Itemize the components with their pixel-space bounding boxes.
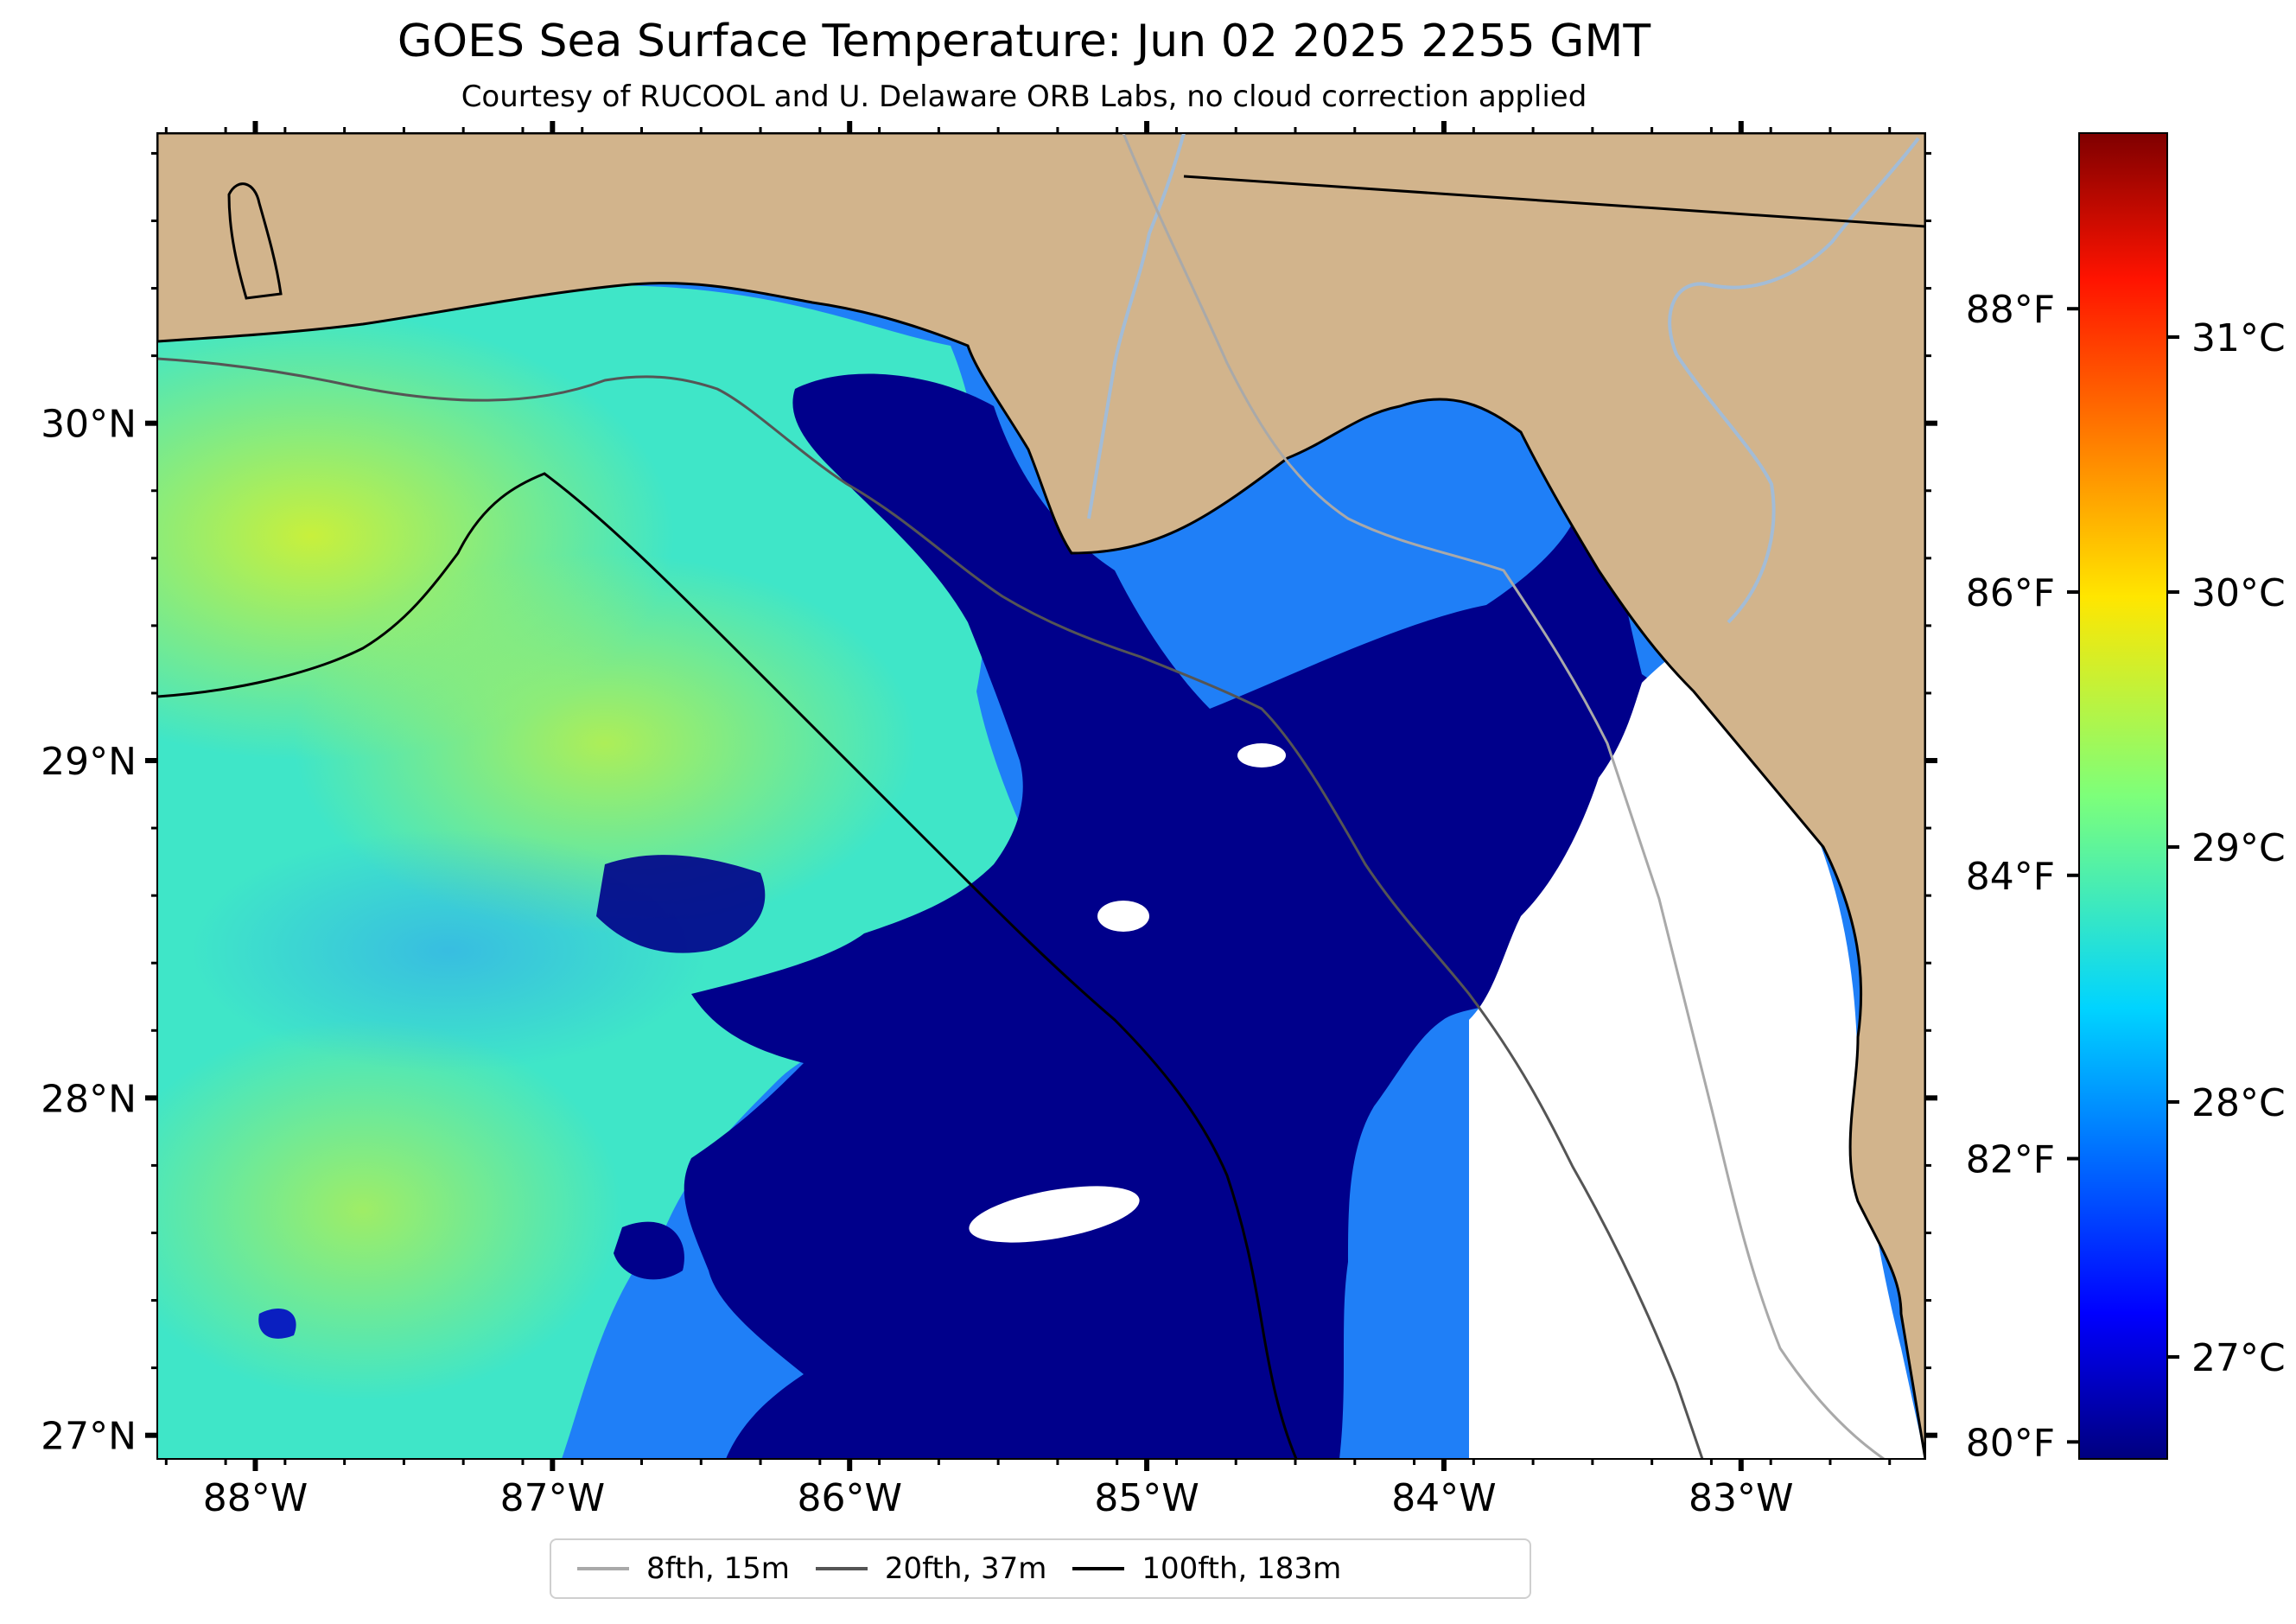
contour-100fth — [157, 472, 1298, 1459]
warm-patch-south — [157, 1020, 622, 1400]
colorbar-fahrenheit-label: 88°F — [1966, 288, 2055, 332]
lon-tick-label: 84°W — [1391, 1476, 1497, 1520]
land-mobile-bay-shore — [227, 182, 283, 300]
longitude-axis: 88°W 87°W 86°W 85°W 84°W 83°W — [203, 121, 1794, 1520]
lon-tick-label: 86°W — [797, 1476, 902, 1520]
map-subtitle: Courtesy of RUCOOL and U. Delaware ORB L… — [461, 80, 1587, 114]
colorbar-celsius-label: 31°C — [2191, 316, 2286, 360]
legend-item-20fth: 20fth, 37m — [815, 1551, 1047, 1586]
river-apalachicola — [1087, 133, 1186, 519]
river-suwannee — [1668, 137, 1920, 624]
plot-frame — [156, 132, 1926, 1460]
lon-tick-label: 85°W — [1094, 1476, 1199, 1520]
colorbar-fahrenheit-label: 86°F — [1966, 571, 2055, 615]
lon-tick-label: 83°W — [1689, 1476, 1794, 1520]
legend-label: 8fth, 15m — [646, 1551, 790, 1586]
legend-item-8fth: 8fth, 15m — [577, 1551, 790, 1586]
legend-label: 20fth, 37m — [884, 1551, 1047, 1586]
land-florida — [157, 133, 1925, 1459]
colorbar-celsius-label: 29°C — [2191, 826, 2286, 870]
lat-tick-label: 27°N — [41, 1415, 137, 1459]
contour-8fth — [1122, 133, 1885, 1459]
sst-cold-spot — [258, 1309, 296, 1339]
cool-patch-west — [190, 830, 709, 1072]
colorbar-celsius-label: 28°C — [2191, 1081, 2286, 1125]
no-data-spot-b — [969, 1186, 1140, 1243]
colorbar — [2078, 132, 2168, 1460]
lon-tick-label: 87°W — [500, 1476, 606, 1520]
no-data-region — [1469, 631, 1925, 1459]
colorbar-fahrenheit-label: 80°F — [1966, 1421, 2055, 1465]
contour-20fth — [157, 357, 1704, 1459]
legend-swatch — [1072, 1567, 1125, 1570]
colorbar-celsius-label: 30°C — [2191, 571, 2286, 615]
map-field — [157, 133, 1925, 1459]
sst-cold-eddy — [614, 1221, 684, 1280]
lon-tick-label: 88°W — [203, 1476, 308, 1520]
legend-swatch — [815, 1567, 868, 1570]
lat-tick-label: 30°N — [41, 403, 137, 447]
colorbar-celsius-label: 27°C — [2191, 1336, 2286, 1380]
legend-swatch — [577, 1567, 629, 1570]
map-title: GOES Sea Surface Temperature: Jun 02 202… — [397, 16, 1651, 67]
state-border — [1183, 175, 1925, 228]
lat-tick-label: 29°N — [41, 740, 137, 784]
colorbar-fahrenheit-label: 82°F — [1966, 1138, 2055, 1182]
minor-ticks — [151, 127, 1931, 1465]
colorbar-fahrenheit-label: 84°F — [1966, 855, 2055, 899]
legend: 8fth, 15m 20fth, 37m 100fth, 183m — [550, 1538, 1531, 1599]
sst-cold-intrusion-a — [596, 855, 766, 953]
colorbar-fahrenheit-ticks: 80°F 82°F 84°F 86°F 88°F — [1966, 288, 2079, 1465]
legend-item-100fth: 100fth, 183m — [1072, 1551, 1341, 1586]
colorbar-celsius-ticks: 27°C 28°C 29°C 30°C 31°C — [2167, 316, 2286, 1380]
legend-label: 100fth, 183m — [1142, 1551, 1342, 1586]
latitude-axis: 27°N 28°N 29°N 30°N — [41, 403, 1937, 1459]
no-data-spot-a — [1097, 901, 1149, 932]
sst-cold-water — [684, 373, 1701, 1459]
lat-tick-label: 28°N — [41, 1077, 137, 1121]
no-data-spot-c — [1237, 743, 1286, 767]
